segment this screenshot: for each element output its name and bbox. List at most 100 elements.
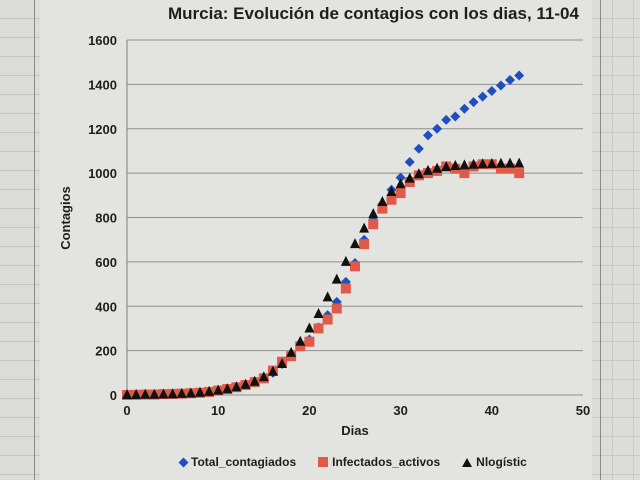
data-point-nlogistic[interactable]	[313, 308, 324, 319]
data-point-nlogistic[interactable]	[249, 375, 260, 386]
sheet-gridline	[600, 0, 601, 480]
legend-label: Infectados_activos	[332, 455, 441, 469]
data-point-nlogistic[interactable]	[185, 387, 196, 398]
data-point-total[interactable]	[477, 91, 488, 102]
data-point-nlogistic[interactable]	[176, 387, 187, 398]
data-point-nlogistic[interactable]	[340, 255, 351, 266]
data-point-nlogistic[interactable]	[286, 346, 297, 357]
data-point-activos[interactable]	[340, 283, 351, 294]
data-point-activos[interactable]	[331, 303, 342, 314]
data-point-activos[interactable]	[514, 168, 525, 179]
data-point-nlogistic[interactable]	[304, 322, 315, 333]
data-point-nlogistic[interactable]	[505, 157, 516, 168]
data-point-total[interactable]	[495, 80, 506, 91]
data-point-nlogistic[interactable]	[441, 161, 452, 172]
data-point-nlogistic[interactable]	[432, 162, 443, 173]
triangle-marker-icon	[462, 457, 473, 467]
data-point-nlogistic[interactable]	[495, 157, 506, 168]
legend-item-activos: Infectados_activos	[318, 455, 440, 469]
chart-title: Murcia: Evolución de contagios con los d…	[168, 4, 579, 23]
data-point-total[interactable]	[459, 103, 470, 114]
data-point-activos[interactable]	[313, 323, 324, 334]
data-point-total[interactable]	[441, 114, 452, 125]
sheet-gridline	[34, 0, 35, 480]
data-point-activos[interactable]	[459, 168, 470, 179]
data-point-activos[interactable]	[505, 163, 516, 174]
data-point-total[interactable]	[450, 111, 461, 122]
spreadsheet-background-right	[592, 0, 640, 480]
data-point-nlogistic[interactable]	[277, 357, 288, 368]
data-point-total[interactable]	[395, 172, 406, 183]
data-point-nlogistic[interactable]	[267, 365, 278, 376]
data-point-nlogistic[interactable]	[359, 222, 370, 233]
data-point-activos[interactable]	[395, 188, 406, 199]
data-point-nlogistic[interactable]	[231, 381, 242, 392]
data-point-activos[interactable]	[295, 341, 306, 352]
data-point-nlogistic[interactable]	[413, 168, 424, 179]
square-marker-icon	[318, 457, 329, 467]
y-tick-label: 1000	[88, 166, 117, 181]
data-point-nlogistic[interactable]	[204, 385, 215, 396]
data-point-nlogistic[interactable]	[213, 384, 224, 395]
data-point-nlogistic[interactable]	[149, 388, 160, 399]
data-point-total[interactable]	[514, 70, 525, 81]
y-tick-label: 1400	[88, 77, 117, 92]
data-point-activos[interactable]	[377, 203, 388, 214]
data-point-total[interactable]	[432, 123, 443, 134]
data-point-nlogistic[interactable]	[240, 378, 251, 389]
data-point-activos[interactable]	[304, 336, 315, 347]
data-point-activos[interactable]	[359, 239, 370, 250]
y-tick-label: 400	[95, 299, 117, 314]
data-point-nlogistic[interactable]	[377, 195, 388, 206]
data-point-activos[interactable]	[350, 261, 360, 272]
data-point-total[interactable]	[486, 86, 497, 97]
x-tick-label: 20	[302, 403, 316, 418]
data-point-total[interactable]	[413, 143, 424, 154]
data-point-nlogistic[interactable]	[468, 158, 479, 169]
data-point-nlogistic[interactable]	[158, 388, 169, 399]
legend-item-total: Total_contagiados	[178, 455, 297, 469]
data-point-activos[interactable]	[495, 163, 506, 174]
data-point-nlogistic[interactable]	[404, 172, 415, 183]
spreadsheet-background-left	[0, 0, 40, 480]
data-point-nlogistic[interactable]	[395, 178, 406, 189]
data-point-activos[interactable]	[322, 314, 333, 325]
diamond-marker-icon	[178, 457, 189, 467]
data-point-nlogistic[interactable]	[194, 386, 205, 397]
y-tick-label: 1200	[88, 122, 117, 137]
data-point-nlogistic[interactable]	[422, 164, 433, 175]
data-point-nlogistic[interactable]	[386, 185, 397, 196]
x-tick-label: 40	[485, 403, 499, 418]
data-point-nlogistic[interactable]	[450, 160, 461, 171]
data-point-nlogistic[interactable]	[167, 388, 178, 399]
data-point-nlogistic[interactable]	[368, 208, 379, 219]
y-tick-label: 800	[95, 211, 117, 226]
data-point-nlogistic[interactable]	[122, 389, 132, 399]
legend: Total_contagiados Infectados_activos Nlo…	[178, 455, 527, 469]
data-point-nlogistic[interactable]	[295, 335, 306, 346]
y-tick-label: 1600	[88, 33, 117, 48]
data-point-nlogistic[interactable]	[258, 371, 269, 382]
legend-label: Total_contagiados	[191, 455, 297, 469]
data-point-nlogistic[interactable]	[459, 159, 470, 170]
data-point-total[interactable]	[422, 130, 433, 141]
chart-area[interactable]: Murcia: Evolución de contagios con los d…	[40, 0, 592, 480]
data-point-total[interactable]	[468, 97, 479, 108]
data-point-activos[interactable]	[368, 219, 379, 230]
x-tick-label: 0	[123, 403, 130, 418]
data-point-activos[interactable]	[386, 194, 397, 205]
data-point-nlogistic[interactable]	[514, 157, 525, 168]
data-point-nlogistic[interactable]	[486, 158, 497, 169]
legend-label: Nlogístic	[476, 455, 527, 469]
y-tick-label: 600	[95, 255, 117, 270]
data-point-nlogistic[interactable]	[131, 389, 142, 399]
data-point-total[interactable]	[404, 157, 415, 168]
data-point-nlogistic[interactable]	[350, 238, 360, 249]
data-point-nlogistic[interactable]	[140, 388, 151, 399]
data-point-nlogistic[interactable]	[477, 158, 488, 169]
data-point-nlogistic[interactable]	[331, 273, 342, 284]
legend-item-nlogistic: Nlogístic	[462, 455, 527, 469]
data-point-nlogistic[interactable]	[322, 291, 333, 302]
data-point-nlogistic[interactable]	[222, 383, 233, 394]
data-point-total[interactable]	[505, 74, 516, 85]
